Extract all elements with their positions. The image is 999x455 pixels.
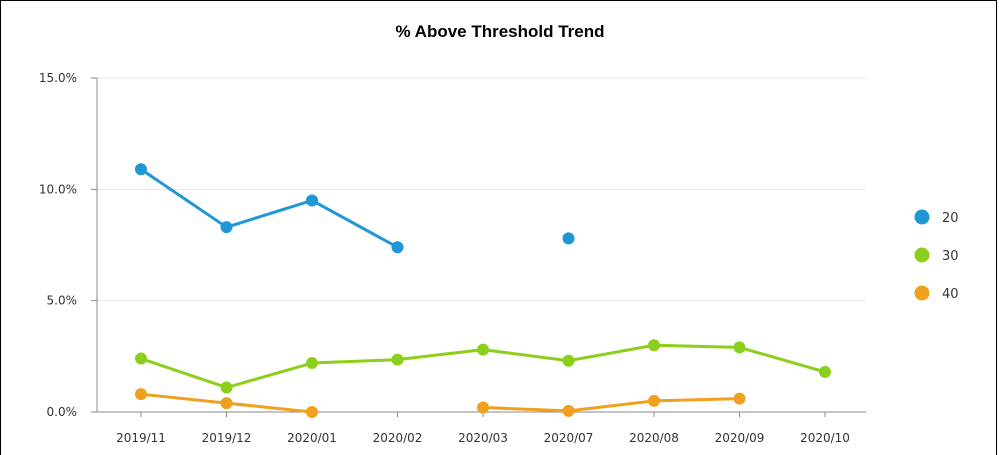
data-point-20	[306, 194, 318, 207]
legend-label-40: 40	[942, 287, 959, 302]
x-tick-label: 2020/10	[800, 431, 850, 445]
series-20	[135, 163, 575, 254]
x-tick-label: 2020/07	[544, 431, 594, 445]
data-point-40	[477, 401, 489, 414]
data-point-30	[220, 381, 233, 394]
x-tick-label: 2020/01	[287, 431, 337, 445]
axes	[96, 78, 866, 413]
legend-marker-30	[914, 247, 930, 263]
x-tick-label: 2020/08	[629, 431, 679, 445]
data-point-30	[306, 357, 318, 370]
x-axis-ticks: 2019/11 2019/12 2020/01 2020/02 2020/03 2020/…	[116, 412, 850, 445]
y-tick-label: 10.0%	[39, 182, 77, 196]
data-point-30	[477, 343, 489, 356]
data-point-40	[562, 404, 575, 417]
series-line-20	[139, 167, 399, 249]
data-point-20	[220, 221, 233, 234]
x-tick-label: 2020/03	[458, 431, 508, 445]
data-point-40	[648, 394, 660, 407]
data-point-40	[135, 388, 147, 401]
data-point-20	[562, 232, 575, 245]
x-tick-label: 2020/02	[373, 431, 423, 445]
data-point-40	[733, 392, 746, 405]
y-tick-label: 5.0%	[47, 294, 78, 308]
y-tick-label: 15.0%	[39, 71, 77, 85]
grid-lines	[97, 77, 866, 302]
data-point-30	[733, 341, 746, 354]
legend-item-40: 40	[914, 285, 959, 302]
data-point-30	[391, 353, 404, 366]
legend-label-20: 20	[942, 211, 959, 226]
data-point-20	[135, 163, 147, 176]
data-point-30	[819, 365, 831, 378]
legend: 20 30 40	[914, 209, 959, 302]
series-line-40	[481, 397, 741, 413]
series-30	[135, 339, 831, 394]
legend-marker-40	[914, 285, 930, 301]
series-40	[135, 388, 746, 418]
chart-title: % Above Threshold Trend	[395, 22, 604, 41]
data-point-40	[306, 406, 318, 418]
y-axis-ticks: 0.0% 5.0% 10.0% 15.0%	[39, 71, 97, 419]
legend-item-30: 30	[914, 247, 959, 264]
legend-label-30: 30	[942, 249, 959, 264]
x-tick-label: 2019/11	[116, 431, 166, 445]
data-point-30	[648, 339, 660, 352]
x-tick-label: 2020/09	[715, 431, 765, 445]
series-group	[135, 163, 831, 418]
data-point-30	[135, 352, 147, 365]
x-tick-label: 2019/12	[202, 431, 252, 445]
y-tick-label: 0.0%	[47, 405, 78, 419]
legend-marker-20	[914, 209, 930, 225]
data-point-30	[562, 354, 575, 367]
legend-item-20: 20	[914, 209, 959, 226]
data-point-20	[391, 241, 404, 254]
data-point-40	[220, 397, 233, 410]
